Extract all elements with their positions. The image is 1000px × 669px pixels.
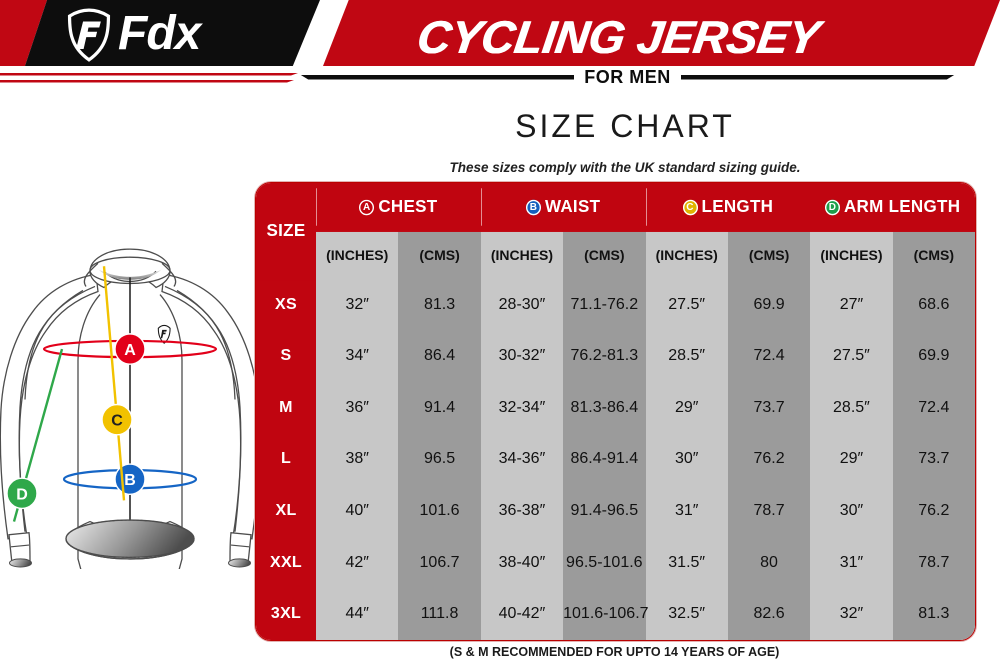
svg-text:B: B (124, 471, 136, 489)
svg-text:C: C (111, 412, 123, 430)
svg-text:A: A (124, 341, 136, 359)
svg-text:D: D (16, 485, 28, 503)
